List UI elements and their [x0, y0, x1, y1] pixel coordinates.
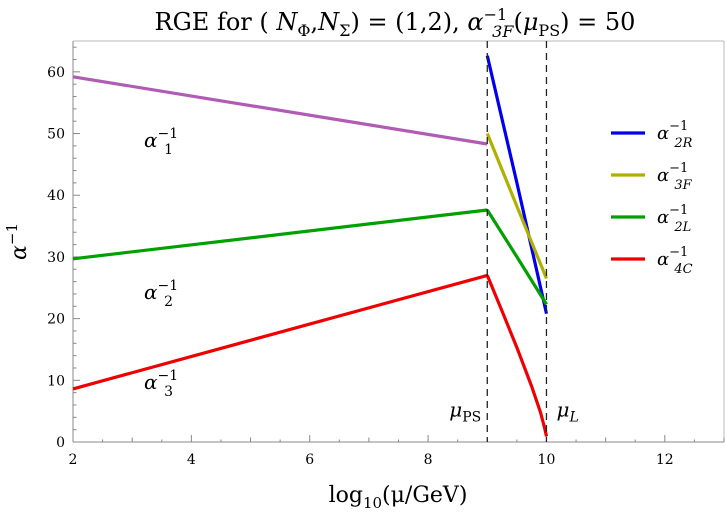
- scale-label-ps: μPS: [449, 398, 481, 426]
- legend-label: α−1 2L: [657, 203, 691, 235]
- curve-label-2: α−1 2: [144, 278, 178, 310]
- x-tick-label: 10: [538, 452, 556, 468]
- series-line-4c: [485, 274, 549, 437]
- x-tick-label: 6: [305, 452, 314, 468]
- y-tick-label: 0: [56, 435, 65, 451]
- y-axis-label: α−1: [3, 223, 32, 260]
- legend-label: α−1 3F: [657, 161, 693, 193]
- curve-label-1: α−1 1: [144, 126, 178, 158]
- scale-label-l: μL: [556, 398, 578, 426]
- series-line-2r: [485, 55, 549, 315]
- series-line-3: [72, 273, 488, 391]
- x-tick-label: 12: [656, 452, 674, 468]
- x-tick-label: 8: [424, 452, 433, 468]
- series-line-3f: [485, 132, 548, 280]
- chart-title: RGE for ( NΦ,NΣ) = (1,2), α−1 3F(μPS) = 5…: [155, 5, 636, 41]
- curve-label-3: α−1 3: [144, 368, 178, 400]
- x-tick-label: 2: [69, 452, 78, 468]
- series-line-1: [72, 75, 488, 146]
- x-axis-label: log10(μ/GeV): [329, 483, 468, 512]
- x-tick-label: 4: [187, 452, 196, 468]
- legend-label: α−1 2R: [657, 119, 693, 151]
- series-line-2l: [485, 209, 548, 306]
- legend-label: α−1 4C: [657, 245, 693, 277]
- y-tick-label: 10: [47, 373, 65, 389]
- series-line-2: [72, 208, 488, 261]
- y-tick-label: 30: [47, 250, 65, 266]
- y-tick-label: 40: [47, 188, 65, 204]
- y-tick-label: 20: [47, 312, 65, 328]
- y-tick-label: 50: [47, 127, 65, 143]
- y-tick-label: 60: [47, 65, 65, 81]
